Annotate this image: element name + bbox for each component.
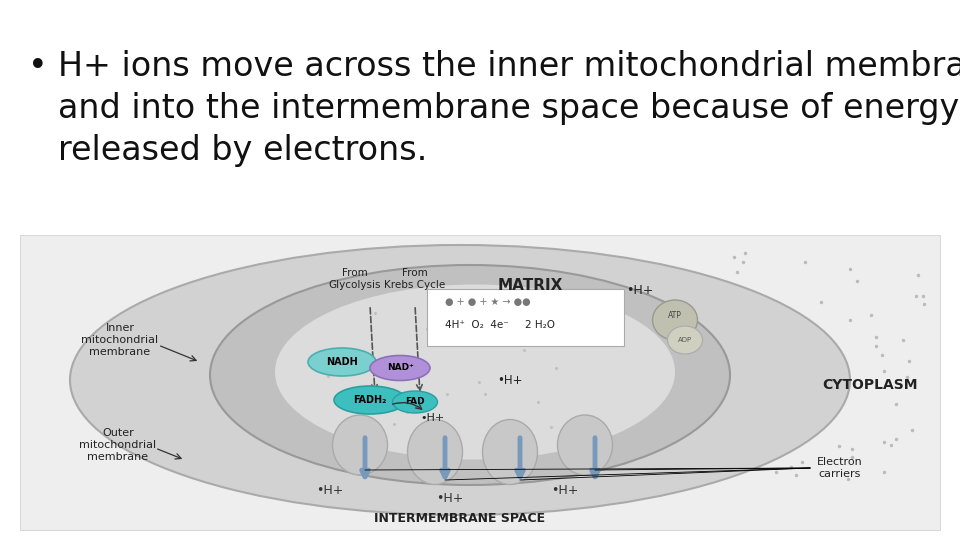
Ellipse shape	[275, 285, 675, 460]
Ellipse shape	[653, 300, 698, 340]
Text: NAD⁺: NAD⁺	[387, 363, 414, 373]
Text: From
Glycolysis: From Glycolysis	[328, 268, 381, 290]
Text: FAD: FAD	[405, 397, 425, 407]
Text: NADH: NADH	[326, 357, 358, 367]
Ellipse shape	[370, 355, 430, 381]
Ellipse shape	[393, 391, 438, 413]
Text: •H+: •H+	[497, 374, 523, 387]
Text: CYTOPLASM: CYTOPLASM	[823, 378, 918, 392]
Ellipse shape	[332, 415, 388, 475]
Text: ADP: ADP	[678, 337, 692, 343]
Text: 4H⁺  O₂  4e⁻     2 H₂O: 4H⁺ O₂ 4e⁻ 2 H₂O	[445, 320, 555, 330]
Text: released by electrons.: released by electrons.	[58, 134, 427, 167]
Text: Electron
carriers: Electron carriers	[817, 457, 863, 479]
Text: •H+: •H+	[316, 483, 344, 496]
Text: INTERMEMBRANE SPACE: INTERMEMBRANE SPACE	[374, 511, 545, 524]
Ellipse shape	[70, 245, 850, 515]
Bar	[20, 235, 940, 530]
Text: •H+: •H+	[436, 491, 464, 504]
Ellipse shape	[210, 265, 730, 485]
Text: •H+: •H+	[626, 284, 654, 296]
Text: ● + ● + ★ → ●●: ● + ● + ★ → ●●	[445, 297, 531, 307]
Ellipse shape	[483, 420, 538, 484]
Text: •H+: •H+	[551, 483, 579, 496]
Text: ATP: ATP	[668, 310, 682, 320]
Ellipse shape	[308, 348, 376, 376]
Text: Outer
mitochondrial
membrane: Outer mitochondrial membrane	[80, 428, 156, 462]
Text: •H+: •H+	[420, 413, 444, 423]
Text: Inner
mitochondrial
membrane: Inner mitochondrial membrane	[82, 323, 158, 356]
Text: and into the intermembrane space because of energy: and into the intermembrane space because…	[58, 92, 959, 125]
FancyBboxPatch shape	[427, 289, 624, 346]
Text: H+ ions move across the inner mitochondrial membrane: H+ ions move across the inner mitochondr…	[58, 50, 960, 83]
Text: MATRIX: MATRIX	[497, 278, 563, 293]
Text: FADH₂: FADH₂	[353, 395, 387, 405]
Text: From
Krebs Cycle: From Krebs Cycle	[384, 268, 445, 290]
Ellipse shape	[407, 420, 463, 484]
Text: •: •	[28, 50, 48, 83]
Ellipse shape	[667, 326, 703, 354]
Ellipse shape	[334, 386, 406, 414]
Ellipse shape	[558, 415, 612, 475]
